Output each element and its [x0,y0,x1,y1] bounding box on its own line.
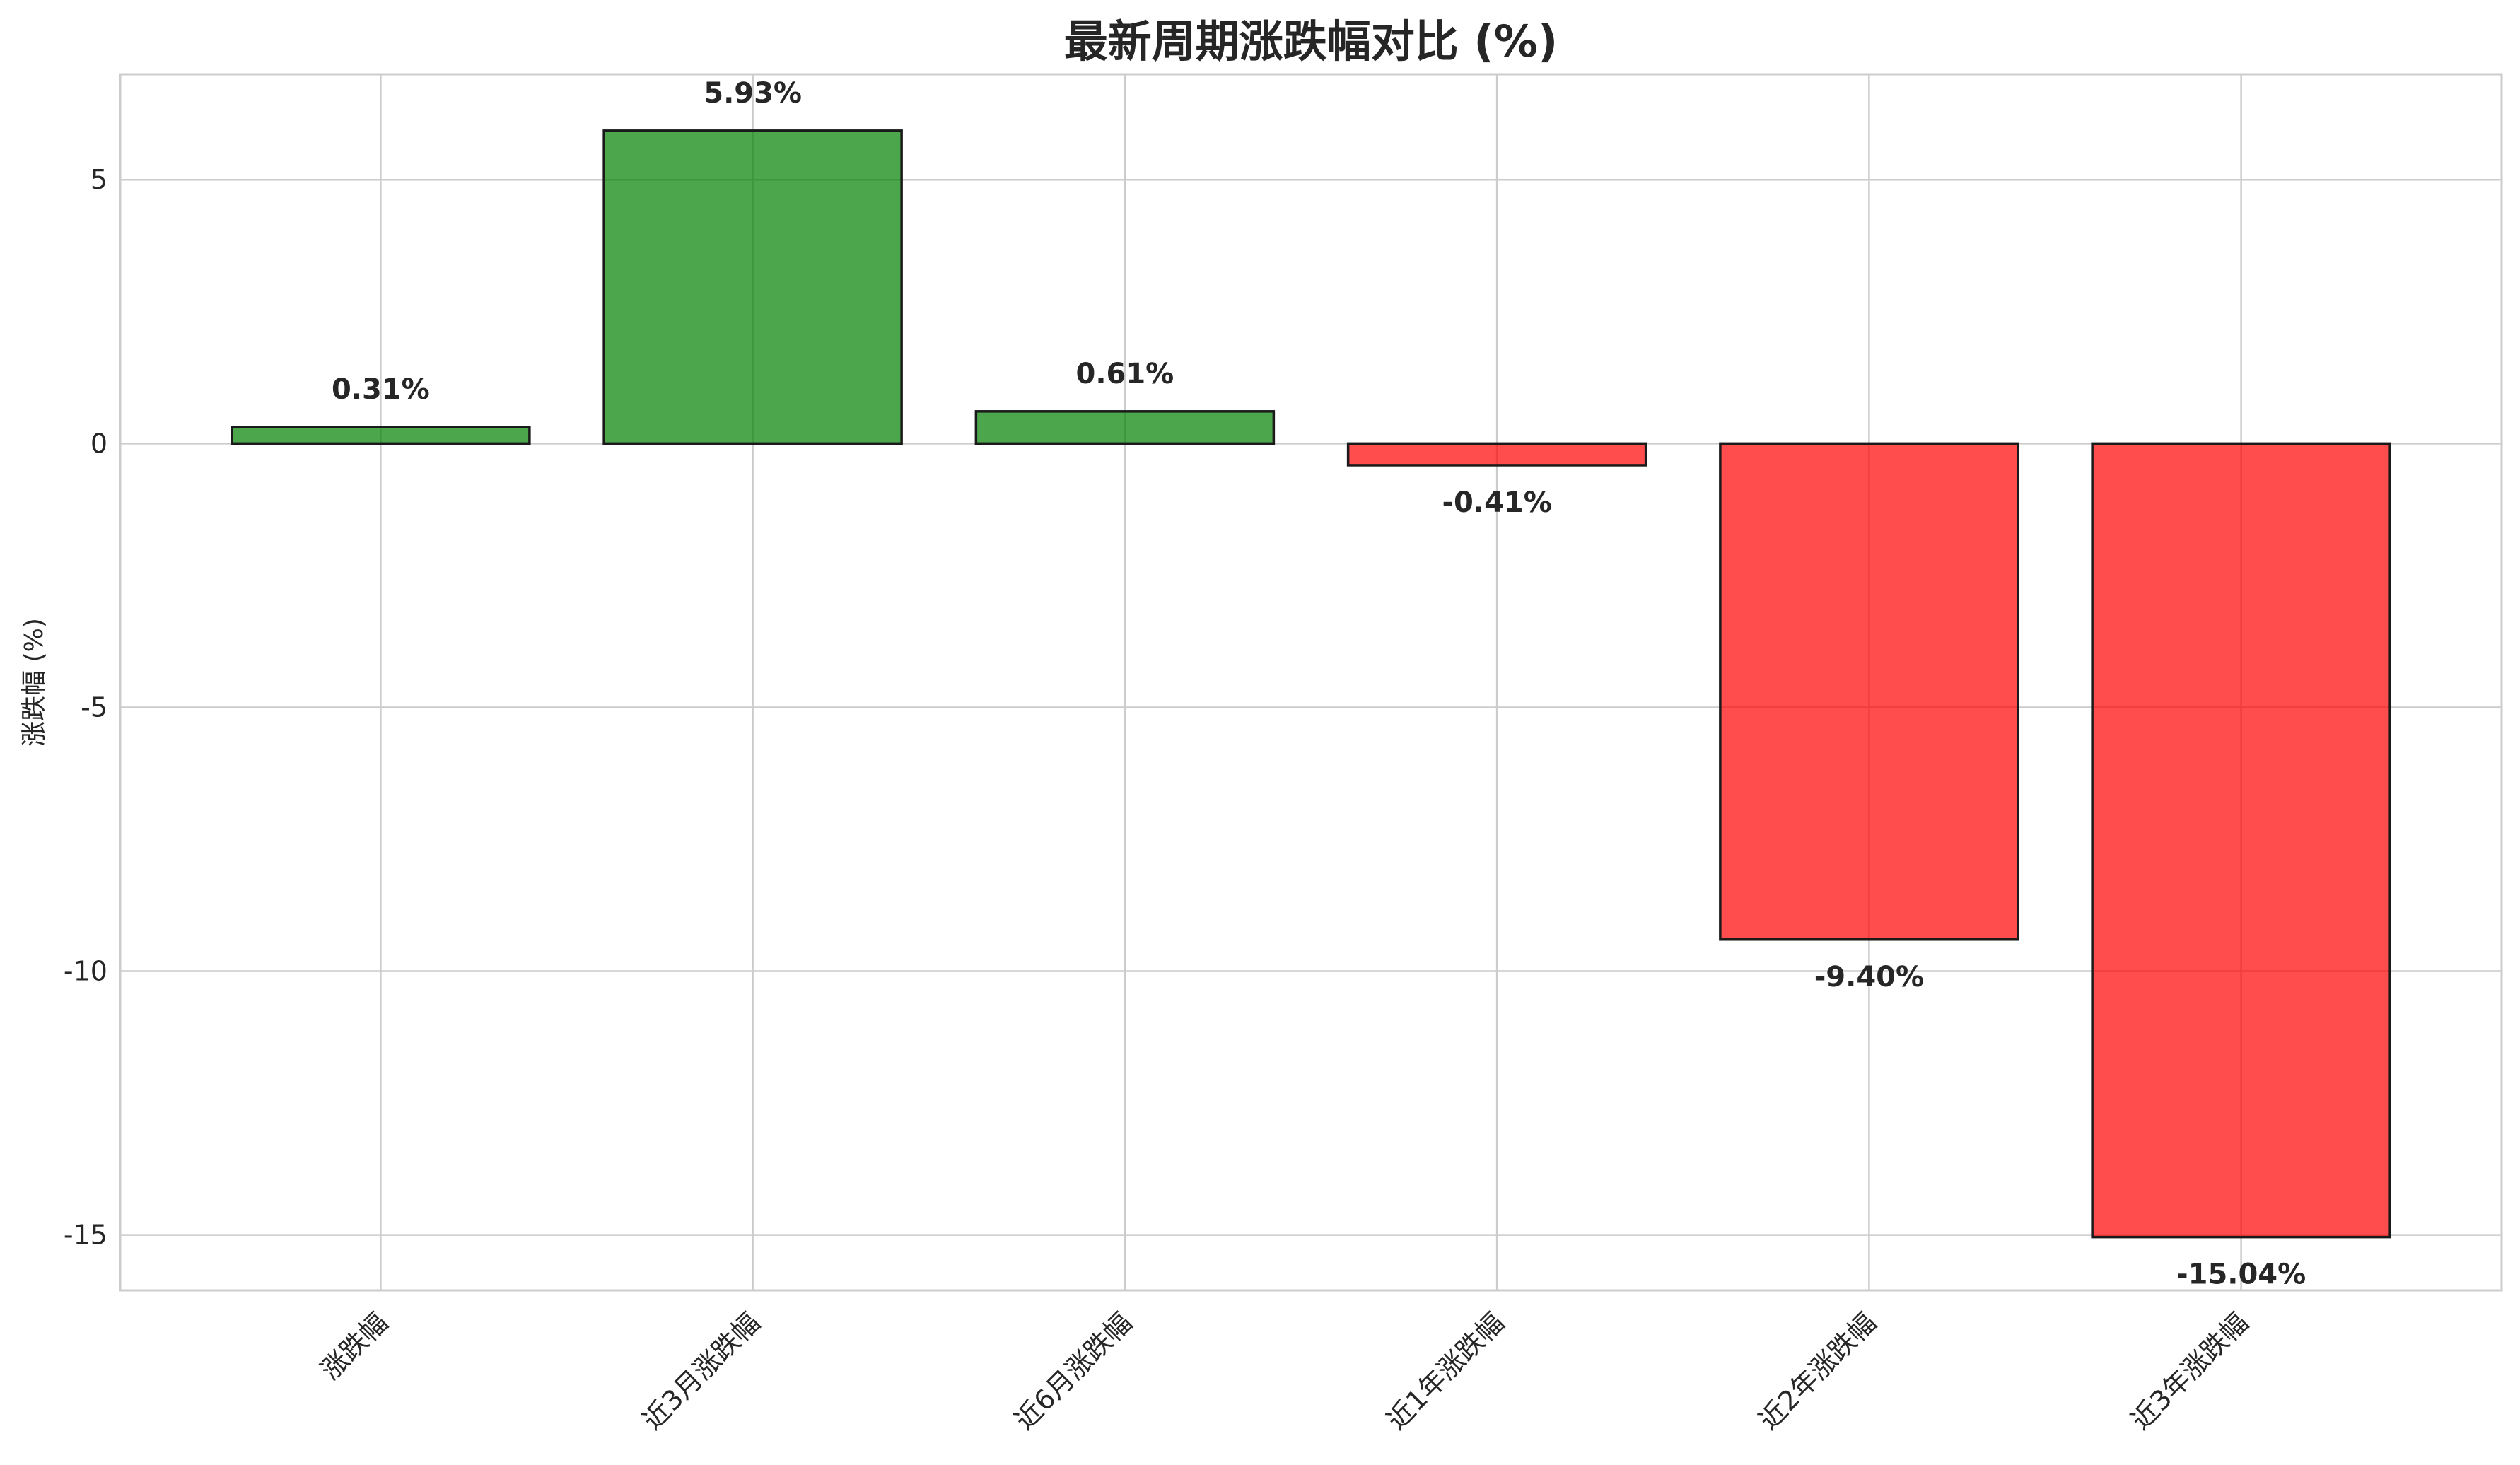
bar-4 [1346,442,1647,467]
data-label: -15.04% [2176,1259,2306,1291]
y-tick-label: -15 [64,1220,107,1251]
plot-frame [119,73,2503,1292]
data-label: -9.40% [1814,961,1924,993]
data-label: -0.41% [1442,486,1551,519]
x-tick-label: 近6月涨跌幅 [1009,1307,1138,1436]
bar-5 [1719,442,2019,941]
data-label: 5.93% [704,77,802,110]
bar-2 [602,129,903,445]
x-tick-label: 近2年涨跌幅 [1753,1307,1882,1436]
y-tick-label: 0 [91,428,107,459]
data-label: 0.61% [1075,358,1174,390]
bar-3 [974,410,1276,445]
y-tick-label: -5 [81,691,107,723]
y-tick-label: 5 [91,164,107,195]
x-tick-label: 近3年涨跌幅 [2125,1307,2254,1436]
y-axis-label: 涨跌幅 (%) [20,618,49,747]
bar-layer [231,129,2391,1239]
data-label: 0.31% [332,373,430,406]
x-tick-label: 近1年涨跌幅 [1381,1307,1510,1436]
x-tick-label: 近3月涨跌幅 [636,1307,766,1436]
bar-6 [2091,442,2391,1239]
y-tick-label: -10 [64,956,107,987]
bar-1 [231,426,531,445]
x-tick-label: 涨跌幅 [315,1307,394,1386]
chart-title: 最新周期涨跌幅对比 (%) [1064,16,1558,67]
